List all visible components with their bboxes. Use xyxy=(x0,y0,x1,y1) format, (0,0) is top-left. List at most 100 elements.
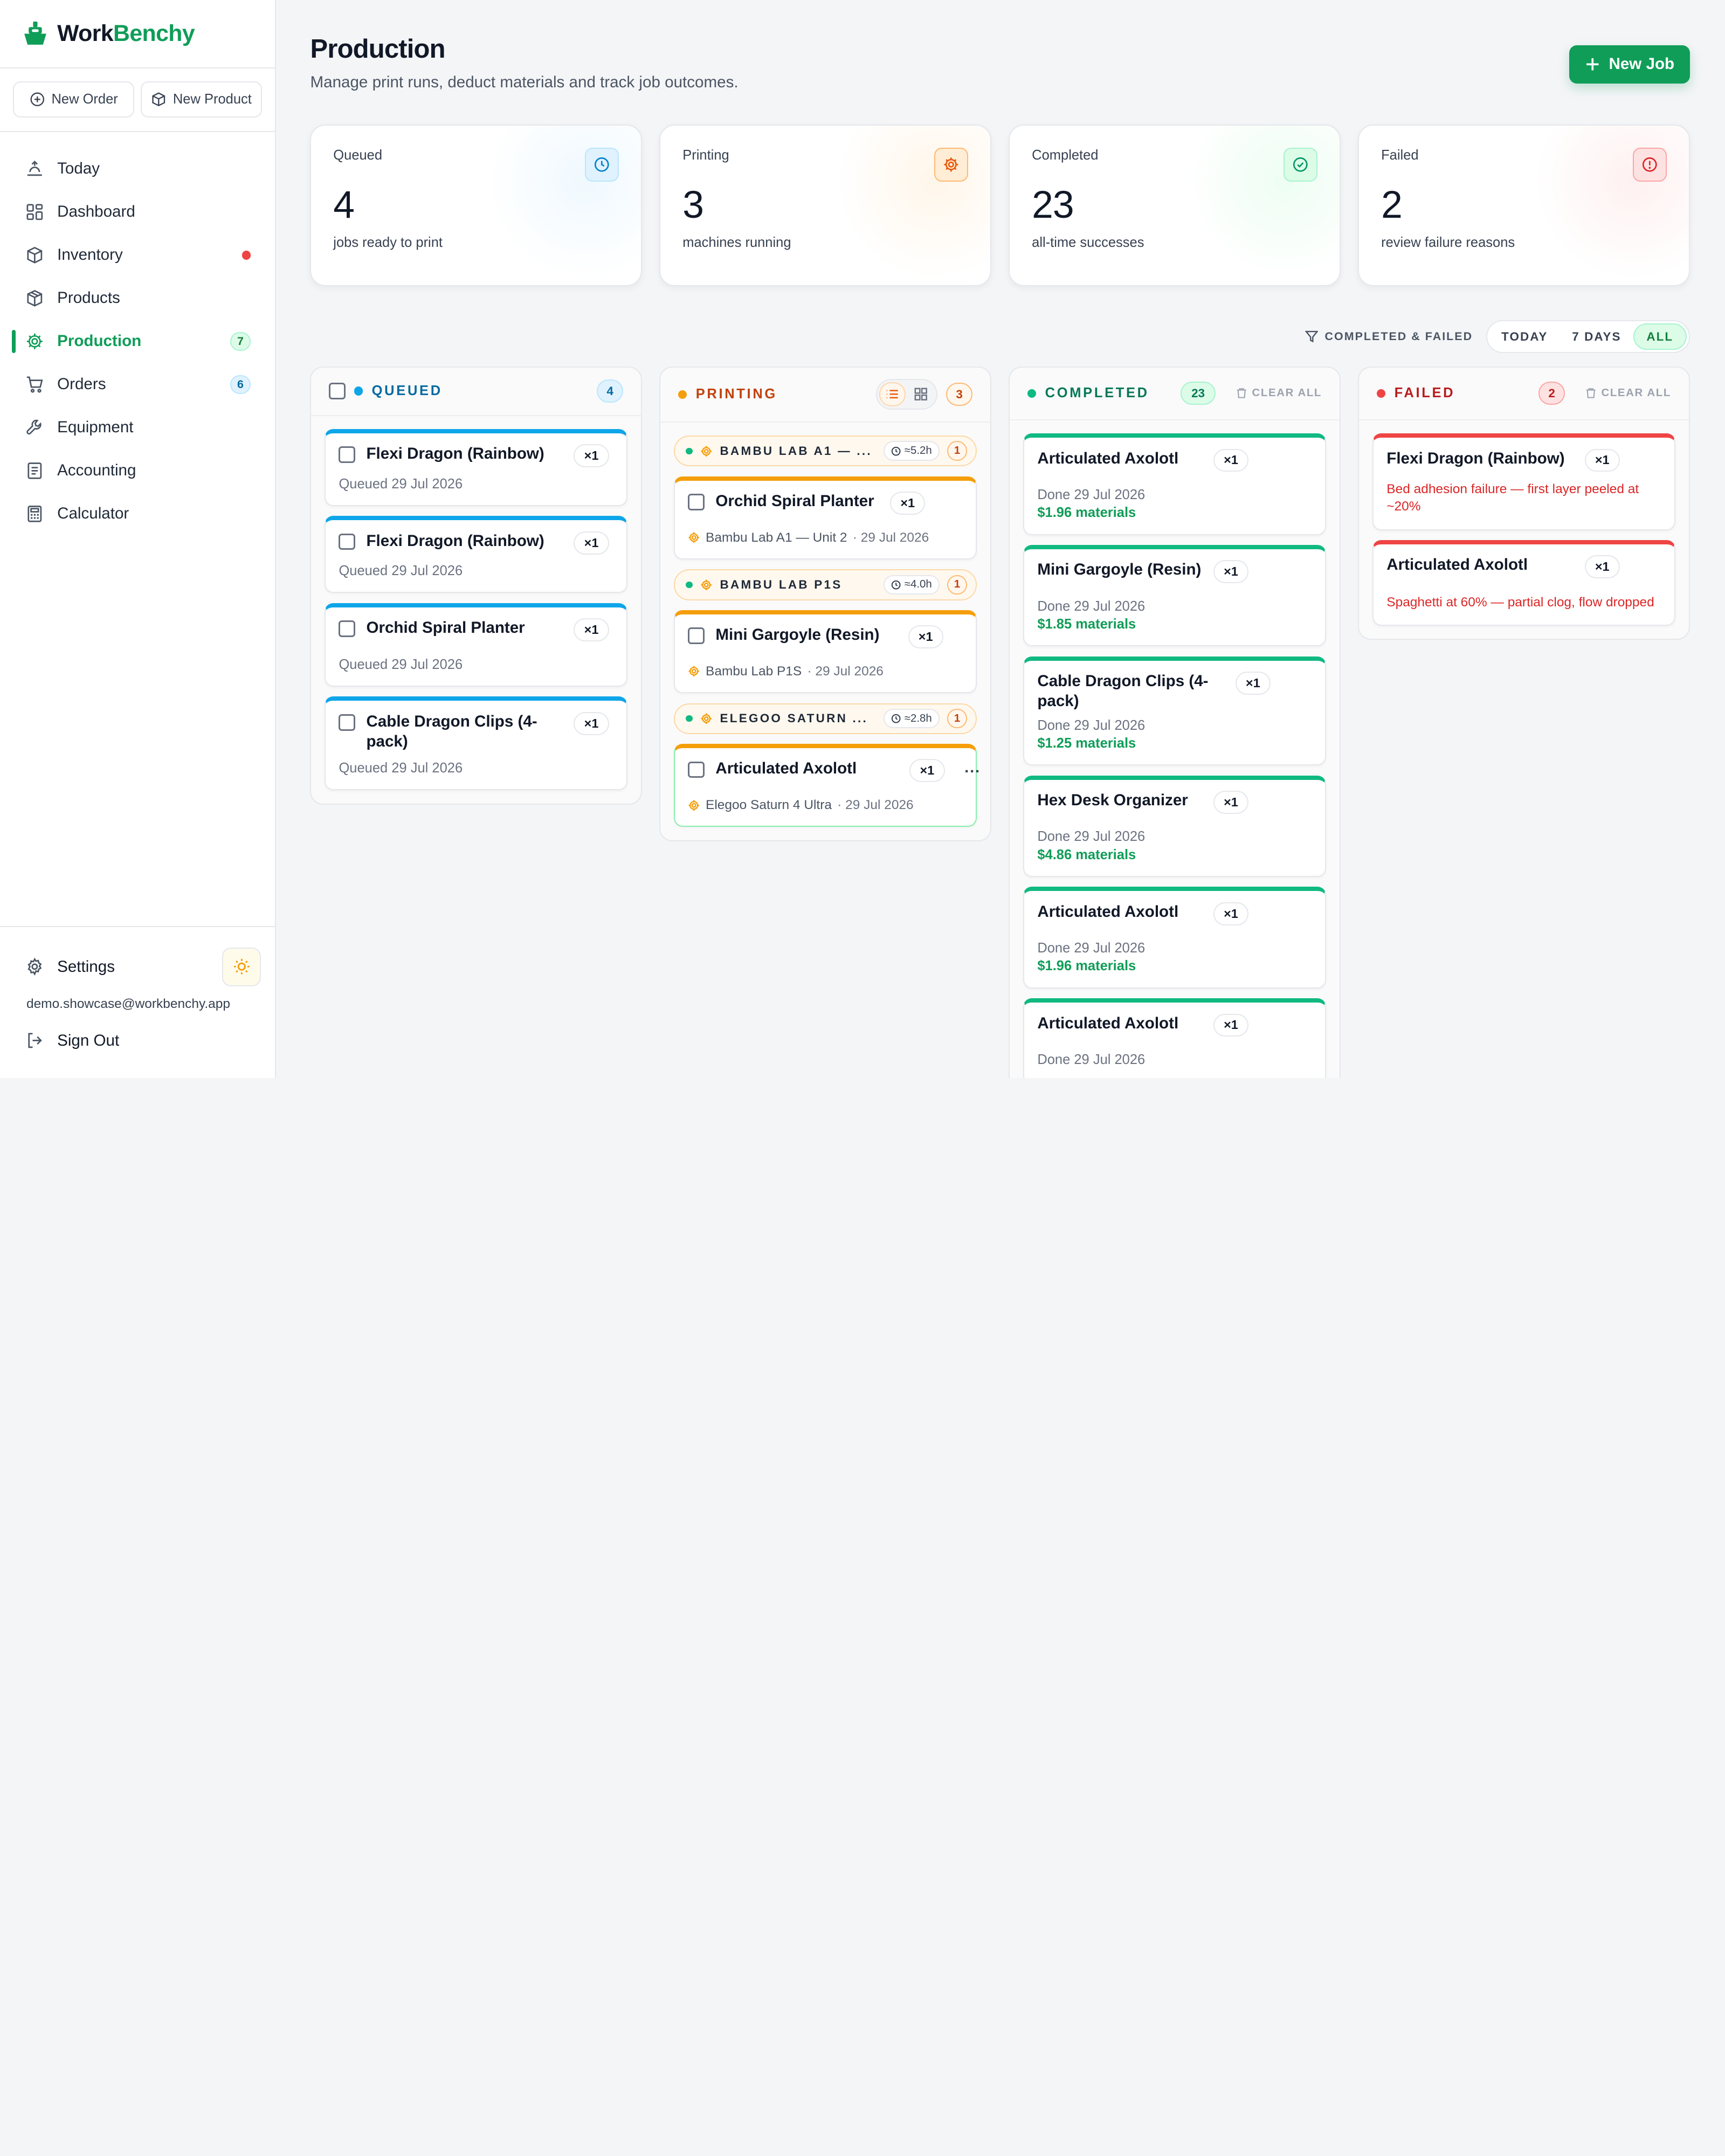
job-checkbox[interactable] xyxy=(339,620,356,637)
status-dot xyxy=(354,386,363,396)
trash-icon xyxy=(1586,388,1596,399)
settings-link[interactable]: Settings xyxy=(57,957,115,976)
job-title: Flexi Dragon (Rainbow) xyxy=(1386,449,1565,467)
app: WorkBenchy New Order New Product Today D… xyxy=(0,0,1690,1078)
estimated-time: ≈5.2h xyxy=(884,441,940,461)
sign-out-button[interactable]: Sign Out xyxy=(0,1021,275,1060)
job-card[interactable]: Flexi Dragon (Rainbow) ×1 Queued 29 Jul … xyxy=(324,516,628,593)
new-order-button[interactable]: New Order xyxy=(13,81,134,118)
select-all-checkbox[interactable] xyxy=(329,383,346,399)
nav-item-equipment[interactable]: Equipment xyxy=(0,406,275,449)
brand[interactable]: WorkBenchy xyxy=(0,0,275,68)
material-cost: $1.85 materials xyxy=(1037,616,1136,632)
job-checkbox[interactable] xyxy=(339,533,356,550)
printer-cog-icon xyxy=(701,446,712,457)
check-circle-icon xyxy=(1283,147,1317,182)
qty-badge: ×1 xyxy=(574,531,609,555)
nav-item-accounting[interactable]: Accounting xyxy=(0,449,275,492)
nav-item-orders[interactable]: Orders 6 xyxy=(0,363,275,406)
column-completed: COMPLETED 23 CLEAR ALL Articulated Axolo… xyxy=(1009,366,1341,1078)
job-checkbox[interactable] xyxy=(688,494,705,510)
job-card[interactable]: Orchid Spiral Planter ×1 Bambu Lab A1 — … xyxy=(673,476,977,560)
calculator-icon xyxy=(27,506,42,522)
printer-group-header[interactable]: ELEGOO SATURN ... ≈2.8h 1 xyxy=(673,703,977,734)
qty-badge: ×1 xyxy=(890,492,926,515)
range-7-days[interactable]: 7 DAYS xyxy=(1572,329,1622,343)
stat-card-failed[interactable]: Failed 2 review failure reasons xyxy=(1358,124,1690,286)
job-card[interactable]: Cable Dragon Clips (4-pack) ×1 Queued 29… xyxy=(324,696,628,791)
printer-group-header[interactable]: BAMBU LAB A1 — ... ≈5.2h 1 xyxy=(673,436,977,467)
job-card[interactable]: Articulated Axolotl ×1 Done 29 Jul 2026 $… xyxy=(1023,433,1327,535)
job-card[interactable]: Orchid Spiral Planter ×1 Queued 29 Jul 2… xyxy=(324,603,628,687)
machine-line: Bambu Lab P1S · 29 Jul 2026 xyxy=(688,664,958,679)
new-product-button[interactable]: New Product xyxy=(141,81,262,118)
column-count: 2 xyxy=(1538,382,1565,405)
job-card[interactable]: Cable Dragon Clips (4-pack) ×1 Done 29 Ju… xyxy=(1023,656,1327,766)
clock-icon xyxy=(892,714,901,723)
box-icon xyxy=(152,92,165,107)
column-title: PRINTING xyxy=(695,386,777,402)
job-card[interactable]: Articulated Axolotl ×1 Done 29 Jul 2026 $… xyxy=(1023,887,1327,989)
job-date: Done 29 Jul 2026 xyxy=(1037,941,1146,956)
new-job-button[interactable]: New Job xyxy=(1569,45,1690,84)
column-title: FAILED xyxy=(1394,385,1455,401)
group-count: 1 xyxy=(947,708,967,729)
stat-caption: review failure reasons xyxy=(1381,234,1515,250)
grid-icon xyxy=(914,388,927,401)
trash-icon xyxy=(1237,388,1246,399)
job-card[interactable]: Hex Desk Organizer ×1 Done 29 Jul 2026 $4… xyxy=(1023,775,1327,877)
stat-label: Printing xyxy=(682,147,729,163)
printer-cog-icon xyxy=(688,532,700,543)
nav-item-today[interactable]: Today xyxy=(0,147,275,190)
job-title: Articulated Axolotl xyxy=(1037,902,1179,921)
job-checkbox[interactable] xyxy=(688,761,705,778)
job-card[interactable]: Mini Gargoyle (Resin) ×1 Bambu Lab P1S ·… xyxy=(673,610,977,694)
user-email: demo.showcase@workbenchy.app xyxy=(26,996,230,1011)
stat-caption: all-time successes xyxy=(1032,234,1144,250)
range-today[interactable]: TODAY xyxy=(1501,329,1548,343)
clear-failed-button[interactable]: CLEAR ALL xyxy=(1585,387,1671,399)
range-all[interactable]: ALL xyxy=(1633,323,1687,350)
job-checkbox[interactable] xyxy=(339,446,356,464)
grid-view-button[interactable] xyxy=(908,382,934,406)
group-count: 1 xyxy=(947,575,967,595)
job-checkbox[interactable] xyxy=(339,714,356,731)
nav-item-dashboard[interactable]: Dashboard xyxy=(0,190,275,233)
clock-icon xyxy=(892,580,901,590)
job-title: Articulated Axolotl xyxy=(1037,449,1179,467)
group-count: 1 xyxy=(947,441,967,461)
job-card[interactable]: Mini Gargoyle (Resin) ×1 Done 29 Jul 2026… xyxy=(1023,544,1327,647)
nav-item-products[interactable]: Products xyxy=(0,277,275,320)
nav-item-calculator[interactable]: Calculator xyxy=(0,492,275,535)
card-list: Flexi Dragon (Rainbow) ×1 Bed adhesion fa… xyxy=(1359,420,1688,626)
time-value: ≈4.0h xyxy=(904,578,932,591)
material-cost: $1.25 materials xyxy=(1037,735,1136,751)
ledger-icon xyxy=(27,462,42,479)
machine-name: Elegoo Saturn 4 Ultra xyxy=(706,797,832,812)
nav-item-inventory[interactable]: Inventory xyxy=(0,233,275,277)
column-count: 3 xyxy=(946,383,973,406)
gear-icon xyxy=(27,958,42,976)
printer-group-header[interactable]: BAMBU LAB P1S ≈4.0h 1 xyxy=(673,569,977,600)
qty-badge: ×1 xyxy=(909,759,945,783)
job-card[interactable]: Articulated Axolotl ×1 Done 29 Jul 2026 xyxy=(1023,998,1327,1078)
printer-name: BAMBU LAB A1 — ... xyxy=(720,444,872,458)
job-checkbox[interactable] xyxy=(688,627,705,644)
theme-toggle-button[interactable] xyxy=(222,948,261,986)
stat-label: Failed xyxy=(1381,147,1419,163)
page-header: Production Manage print runs, deduct mat… xyxy=(310,34,1690,91)
clear-completed-button[interactable]: CLEAR ALL xyxy=(1236,387,1322,399)
stat-card-completed[interactable]: Completed 23 all-time successes xyxy=(1009,124,1341,286)
more-menu-button[interactable]: ... xyxy=(964,759,981,777)
stat-card-queued[interactable]: Queued 4 jobs ready to print xyxy=(310,124,642,286)
job-card[interactable]: Articulated Axolotl ×1 Spaghetti at 60% —… xyxy=(1372,540,1676,626)
nav-item-production[interactable]: Production 7 xyxy=(0,320,275,363)
stat-card-printing[interactable]: Printing 3 machines running xyxy=(659,124,991,286)
column-title: COMPLETED xyxy=(1045,385,1149,401)
job-card[interactable]: Articulated Axolotl ×1 ... Elegoo Saturn… xyxy=(673,744,979,827)
job-card[interactable]: Flexi Dragon (Rainbow) ×1 Bed adhesion fa… xyxy=(1372,433,1676,530)
job-card[interactable]: Flexi Dragon (Rainbow) ×1 Queued 29 Jul … xyxy=(324,429,628,507)
list-view-button[interactable] xyxy=(879,382,906,407)
job-title: Articulated Axolotl xyxy=(1386,556,1528,574)
filter-label-text: COMPLETED & FAILED xyxy=(1324,330,1473,343)
